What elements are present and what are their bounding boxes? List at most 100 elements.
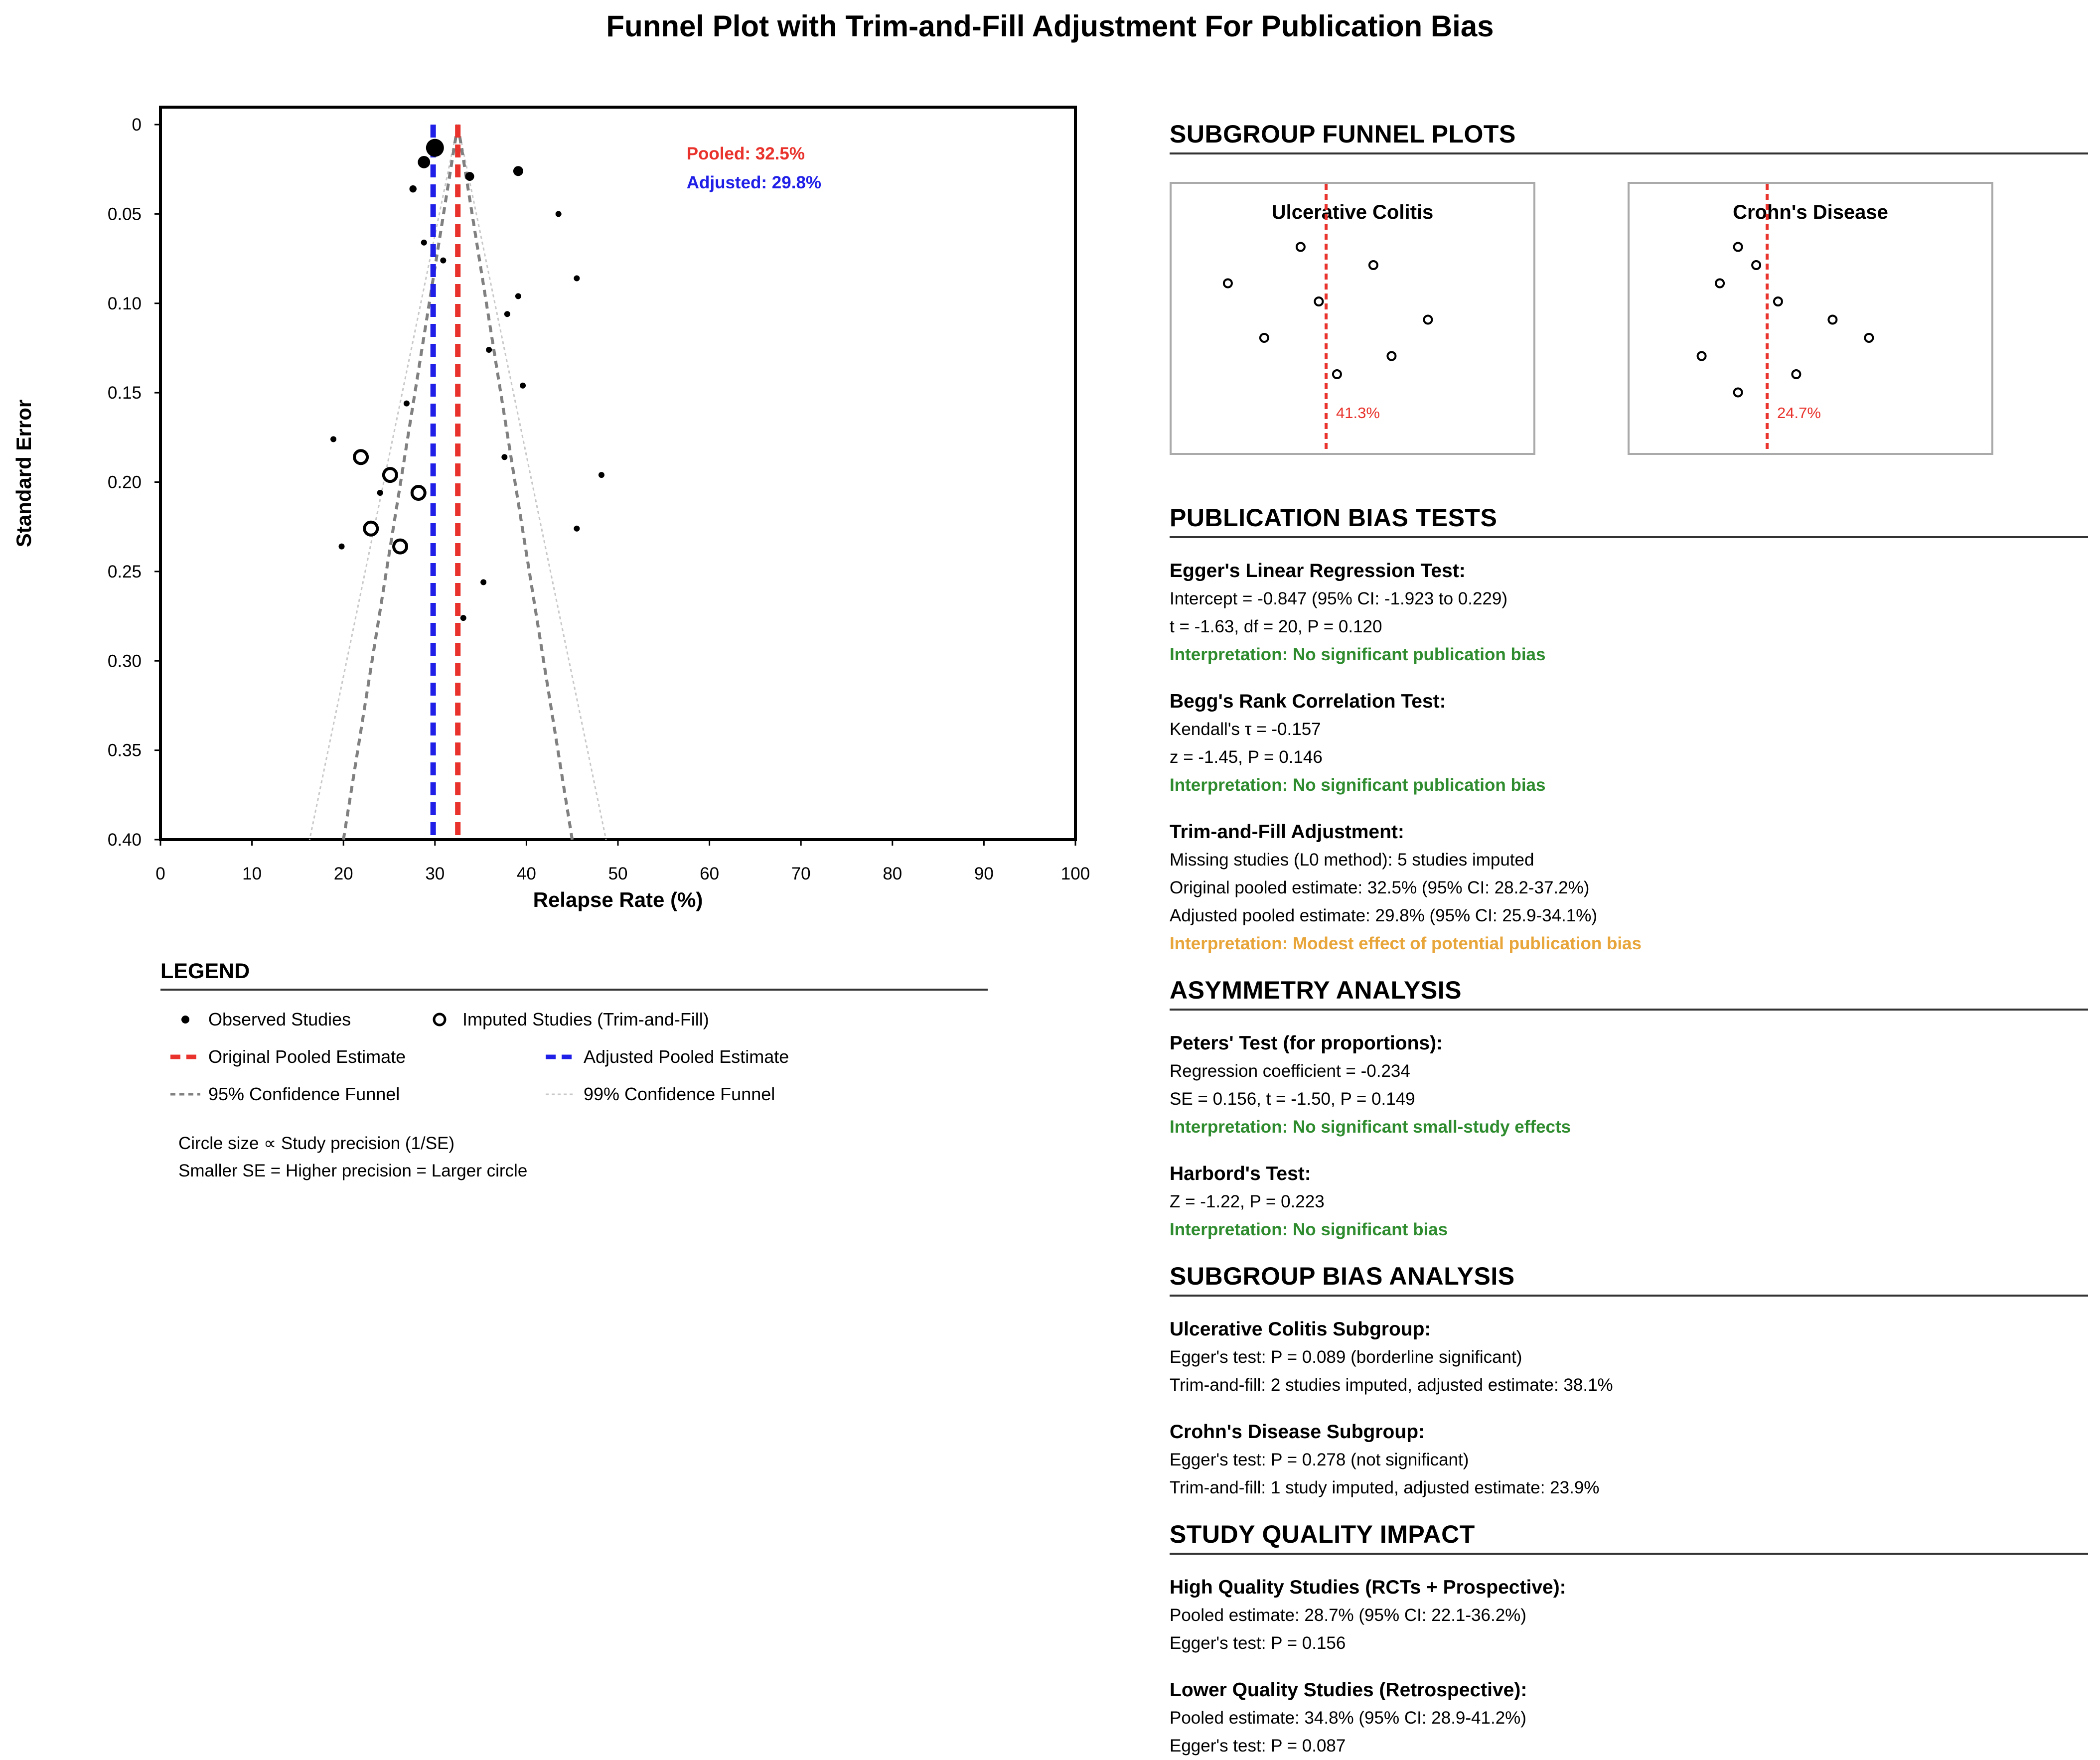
y-tick-label: 0.40 xyxy=(108,830,142,850)
x-tick-label: 70 xyxy=(791,864,811,883)
cd-bias-line2: Trim-and-fill: 1 study imputed, adjusted… xyxy=(1170,1478,1600,1497)
observed-study-point xyxy=(480,579,487,586)
observed-study-point xyxy=(520,382,526,389)
x-tick-label: 50 xyxy=(608,864,628,883)
subgroup-study-point xyxy=(1827,314,1838,325)
trimfill-title: Trim-and-Fill Adjustment: xyxy=(1170,821,1404,843)
x-tick-label: 20 xyxy=(334,864,353,883)
observed-study-point xyxy=(440,257,447,264)
imputed-study-point xyxy=(382,467,398,483)
subgroup-study-point xyxy=(1259,333,1269,343)
subgroup-study-point xyxy=(1222,278,1233,289)
peters-title: Peters' Test (for proportions): xyxy=(1170,1032,1443,1054)
egger-line1: Intercept = -0.847 (95% CI: -1.923 to 0.… xyxy=(1170,589,1508,608)
begg-test: Begg's Rank Correlation Test: Kendall's … xyxy=(1170,688,2088,799)
trimfill-interp: Interpretation: Modest effect of potenti… xyxy=(1170,934,1642,953)
uc-subplot-title: Ulcerative Colitis xyxy=(1271,201,1434,223)
page-title: Funnel Plot with Trim-and-Fill Adjustmen… xyxy=(606,9,1494,43)
peters-line2: SE = 0.156, t = -1.50, P = 0.149 xyxy=(1170,1089,1415,1109)
high-quality-studies: High Quality Studies (RCTs + Prospective… xyxy=(1170,1574,2088,1657)
trimfill-line3: Adjusted pooled estimate: 29.8% (95% CI:… xyxy=(1170,906,1597,925)
trimfill-test: Trim-and-Fill Adjustment: Missing studie… xyxy=(1170,818,2088,958)
uc-subgroup-bias: Ulcerative Colitis Subgroup: Egger's tes… xyxy=(1170,1316,2088,1399)
peters-interp: Interpretation: No significant small-stu… xyxy=(1170,1117,1571,1137)
legend-funnel99-label: 99% Confidence Funnel xyxy=(584,1084,775,1104)
legend-funnel95: 95% Confidence Funnel xyxy=(170,1084,400,1105)
asymmetry-heading: ASYMMETRY ANALYSIS xyxy=(1170,976,2088,1011)
funnel-99-left xyxy=(308,124,459,840)
low-quality-title: Lower Quality Studies (Retrospective): xyxy=(1170,1679,1527,1701)
quality-heading: STUDY QUALITY IMPACT xyxy=(1170,1520,2088,1555)
observed-study-point xyxy=(515,293,521,299)
egger-title: Egger's Linear Regression Test: xyxy=(1170,560,1466,582)
funnel-95-right xyxy=(456,124,574,840)
x-tick-label: 30 xyxy=(425,864,445,883)
pooled-annotation: Pooled: 32.5% xyxy=(687,144,805,163)
funnel-plot: 0 10 20 30 40 50 60 70 80 90 100 0 0.05 0.10 0.15 0.20 0… xyxy=(12,106,1090,911)
harbord-line1: Z = -1.22, P = 0.223 xyxy=(1170,1192,1325,1211)
y-axis-label: Standard Error xyxy=(12,400,35,547)
high-quality-line2: Egger's test: P = 0.156 xyxy=(1170,1633,1346,1653)
harbord-interp: Interpretation: No significant bias xyxy=(1170,1220,1448,1239)
observed-study-point xyxy=(598,472,604,478)
legend-funnel95-label: 95% Confidence Funnel xyxy=(208,1084,400,1104)
legend-adjusted: Adjusted Pooled Estimate xyxy=(546,1046,789,1067)
uc-bias-line2: Trim-and-fill: 2 studies imputed, adjust… xyxy=(1170,1375,1613,1395)
funnel-99-right xyxy=(457,124,607,840)
legend-imputed-label: Imputed Studies (Trim-and-Fill) xyxy=(462,1009,709,1029)
x-tick-label: 80 xyxy=(883,864,902,883)
stats-panel: PUBLICATION BIAS TESTS Egger's Linear Re… xyxy=(1170,503,2088,1760)
subgroup-study-point xyxy=(1295,242,1306,252)
y-tick-label: 0 xyxy=(132,115,142,135)
observed-study-point xyxy=(574,275,580,282)
subgroup-study-point xyxy=(1314,296,1324,306)
legend-note-2: Smaller SE = Higher precision = Larger c… xyxy=(178,1161,528,1180)
peters-line1: Regression coefficient = -0.234 xyxy=(1170,1061,1410,1081)
legend-imputed: Imputed Studies (Trim-and-Fill) xyxy=(425,1009,709,1030)
subgroup-bias-heading: SUBGROUP BIAS ANALYSIS xyxy=(1170,1262,2088,1297)
x-axis-label: Relapse Rate (%) xyxy=(533,888,703,911)
uc-subplot: Ulcerative Colitis 41.3% xyxy=(1170,182,1535,455)
uc-estimate-label: 41.3% xyxy=(1336,404,1380,422)
legend-note-1: Circle size ∝ Study precision (1/SE) xyxy=(178,1134,455,1153)
legend-observed-label: Observed Studies xyxy=(208,1009,351,1029)
observed-study-point xyxy=(403,400,410,407)
subgroup-study-point xyxy=(1332,369,1342,379)
cd-bias-title: Crohn's Disease Subgroup: xyxy=(1170,1421,1425,1443)
imputed-study-point xyxy=(410,485,427,501)
cd-subgroup-bias: Crohn's Disease Subgroup: Egger's test: … xyxy=(1170,1418,2088,1502)
subgroup-study-point xyxy=(1715,278,1725,289)
subgroup-study-point xyxy=(1733,242,1743,252)
subgroup-study-point xyxy=(1386,351,1397,361)
imputed-study-point xyxy=(392,538,409,555)
high-quality-line1: Pooled estimate: 28.7% (95% CI: 22.1-36.… xyxy=(1170,1606,1526,1625)
x-tick-label: 40 xyxy=(517,864,536,883)
legend-adjusted-label: Adjusted Pooled Estimate xyxy=(584,1046,789,1067)
observed-study-point xyxy=(513,166,523,176)
cd-subplot-title: Crohn's Disease xyxy=(1733,201,1888,223)
pub-bias-heading: PUBLICATION BIAS TESTS xyxy=(1170,503,2088,538)
y-tick-label: 0.10 xyxy=(108,294,142,313)
x-tick-label: 60 xyxy=(700,864,719,883)
egger-interp: Interpretation: No significant publicati… xyxy=(1170,645,1546,664)
observed-study-point xyxy=(486,347,492,353)
x-tick-label: 10 xyxy=(242,864,262,883)
egger-line2: t = -1.63, df = 20, P = 0.120 xyxy=(1170,617,1382,636)
low-quality-line2: Egger's test: P = 0.087 xyxy=(1170,1736,1346,1756)
legend-original-label: Original Pooled Estimate xyxy=(208,1046,406,1067)
observed-study-point xyxy=(338,543,345,550)
x-tick-label: 90 xyxy=(974,864,994,883)
subgroup-study-point xyxy=(1423,314,1433,325)
observed-study-point xyxy=(418,155,431,168)
y-tick-label: 0.30 xyxy=(108,651,142,671)
observed-study-point xyxy=(330,436,337,442)
observed-study-point xyxy=(555,211,562,217)
observed-study-point xyxy=(504,311,510,317)
y-tick-label: 0.25 xyxy=(108,562,142,582)
observed-study-point xyxy=(377,490,383,496)
legend-original: Original Pooled Estimate xyxy=(170,1046,406,1067)
observed-study-point xyxy=(574,525,580,532)
subgroup-study-point xyxy=(1864,333,1874,343)
cd-estimate-label: 24.7% xyxy=(1777,404,1821,422)
egger-test: Egger's Linear Regression Test: Intercep… xyxy=(1170,557,2088,669)
